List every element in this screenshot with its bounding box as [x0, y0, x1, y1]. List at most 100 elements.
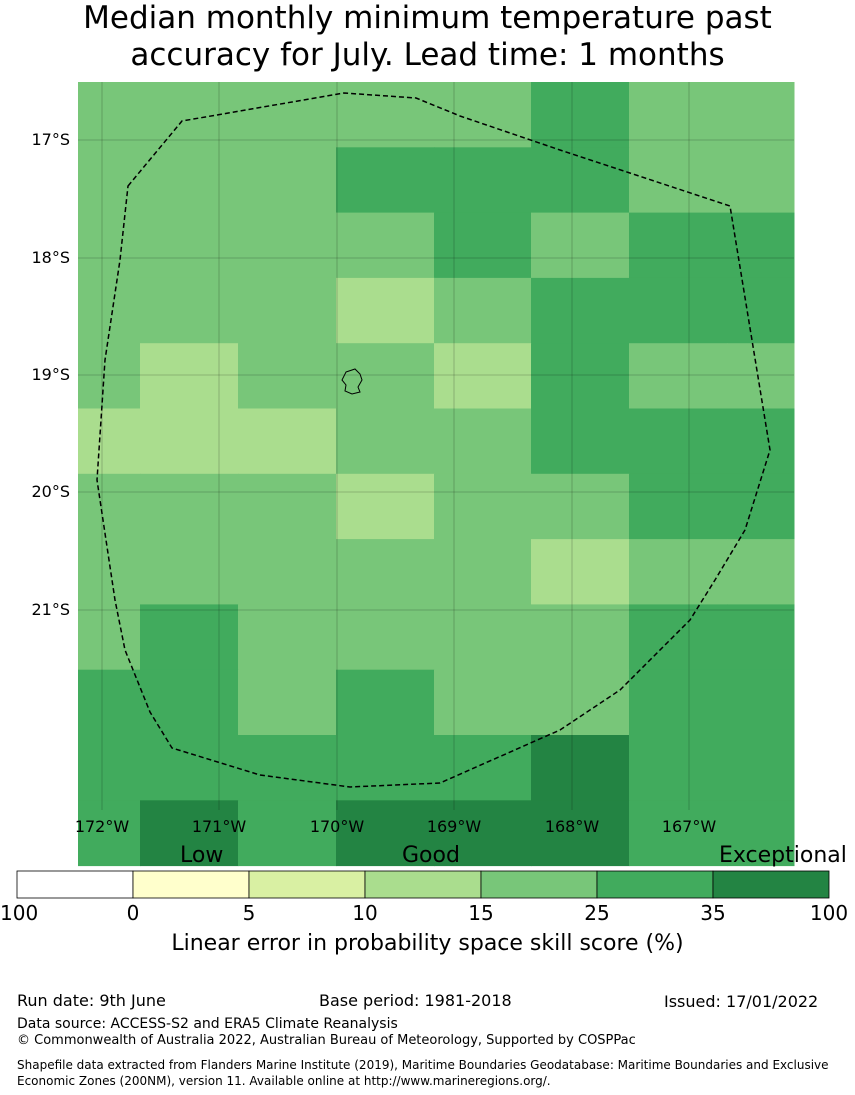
grid-cell [336, 408, 435, 475]
grid-cell [434, 539, 532, 605]
lon-label: 167°W [662, 817, 717, 836]
grid-cell [238, 539, 337, 605]
lat-label: 19°S [31, 365, 70, 384]
grid-cell [727, 212, 795, 279]
grid-cell [140, 539, 239, 605]
title-line-1: Median monthly minimum temperature past [83, 0, 772, 36]
grid-cell [727, 277, 795, 344]
colorbar-segment [596, 870, 714, 899]
colorbar-tick: 15 [468, 901, 494, 925]
lon-label: 168°W [545, 817, 600, 836]
colorbar-segment [364, 870, 482, 899]
grid-cell [140, 212, 239, 279]
grid-cell [629, 212, 728, 279]
colorbar-segment [132, 870, 250, 899]
map-title: Median monthly minimum temperature past … [0, 0, 855, 74]
grid-cell [238, 669, 337, 736]
grid-cell [434, 212, 532, 279]
grid-cell [238, 604, 337, 671]
grid-cell [78, 82, 141, 148]
grid-cell [140, 147, 239, 214]
lon-label: 169°W [427, 817, 482, 836]
colorbar-segment [248, 870, 366, 899]
grid-cell [727, 669, 795, 736]
run-date: Run date: 9th June [17, 991, 166, 1010]
grid-cell [531, 735, 630, 801]
grid-cell [531, 539, 630, 605]
grid-cell [727, 343, 795, 409]
grid-cell [629, 539, 728, 605]
grid-cell [434, 343, 532, 409]
grid-cell [434, 408, 532, 475]
grid-cell [531, 800, 630, 867]
grid-cell [629, 735, 728, 801]
colorbar-tick: 100 [809, 901, 849, 925]
grid-cell [531, 82, 630, 148]
colorbar-tick: 100 [0, 901, 39, 925]
grid-cell [140, 408, 239, 475]
colorbar-axis-label: Linear error in probability space skill … [171, 931, 684, 956]
grid-cell [336, 473, 435, 540]
grid-cell [434, 735, 532, 801]
lon-label: 171°W [192, 817, 247, 836]
grid-cell [78, 277, 141, 344]
island-outline [341, 368, 363, 395]
grid-cell [531, 669, 630, 736]
base-period: Base period: 1981-2018 [319, 991, 512, 1010]
grid-cell [238, 735, 337, 801]
copyright: © Commonwealth of Australia 2022, Austra… [17, 1033, 636, 1048]
colorbar-tick: 5 [242, 901, 256, 925]
eez-boundary [96, 92, 771, 788]
grid-cell [629, 669, 728, 736]
colorbar-segment [480, 870, 598, 899]
grid-cell [336, 277, 435, 344]
latitude-labels: 17°S 18°S 19°S 20°S 21°S [31, 130, 70, 619]
grid-cell [434, 669, 532, 736]
grid-cell [140, 735, 239, 801]
lat-label: 20°S [31, 482, 70, 501]
grid-cell [434, 473, 532, 540]
grid-cell [727, 147, 795, 214]
grid-cell [727, 473, 795, 540]
colorbar-tick: 35 [700, 901, 726, 925]
grid-cell [336, 735, 435, 801]
grid-cell [727, 735, 795, 801]
grid-cell [336, 539, 435, 605]
grid-cell [629, 277, 728, 344]
colorbar-tick: 0 [126, 901, 140, 925]
grid-cell [238, 212, 337, 279]
grid-cell [238, 343, 337, 409]
grid-cell [336, 800, 435, 867]
grid-cell [140, 800, 239, 867]
colorbar-segment [16, 870, 134, 899]
grid-cell [78, 800, 141, 867]
grid-cell [531, 408, 630, 475]
grid-cell [140, 82, 239, 148]
grid-cell [140, 343, 239, 409]
grid-cell [727, 82, 795, 148]
colorbar-tick: 10 [352, 901, 378, 925]
colorbar [16, 870, 830, 899]
grid-cell [727, 539, 795, 605]
grid-cell [531, 147, 630, 214]
colorbar-low-label: Low [180, 843, 224, 868]
grid-cell [629, 473, 728, 540]
colorbar-segment [712, 870, 830, 899]
grid-cell [140, 277, 239, 344]
grid-cell [727, 800, 795, 867]
grid-cell [238, 408, 337, 475]
grid-cell [629, 604, 728, 671]
grid-cell [78, 735, 141, 801]
grid-cell [336, 669, 435, 736]
grid-cell [531, 212, 630, 279]
grid-cell [336, 147, 435, 214]
issued-date: Issued: 17/01/2022 [664, 992, 819, 1011]
skill-grid [78, 82, 795, 867]
graticule [78, 82, 794, 810]
grid-cell [629, 82, 728, 148]
grid-cell [531, 473, 630, 540]
grid-cell [140, 473, 239, 540]
grid-cell [629, 343, 728, 409]
grid-cell [78, 604, 141, 671]
